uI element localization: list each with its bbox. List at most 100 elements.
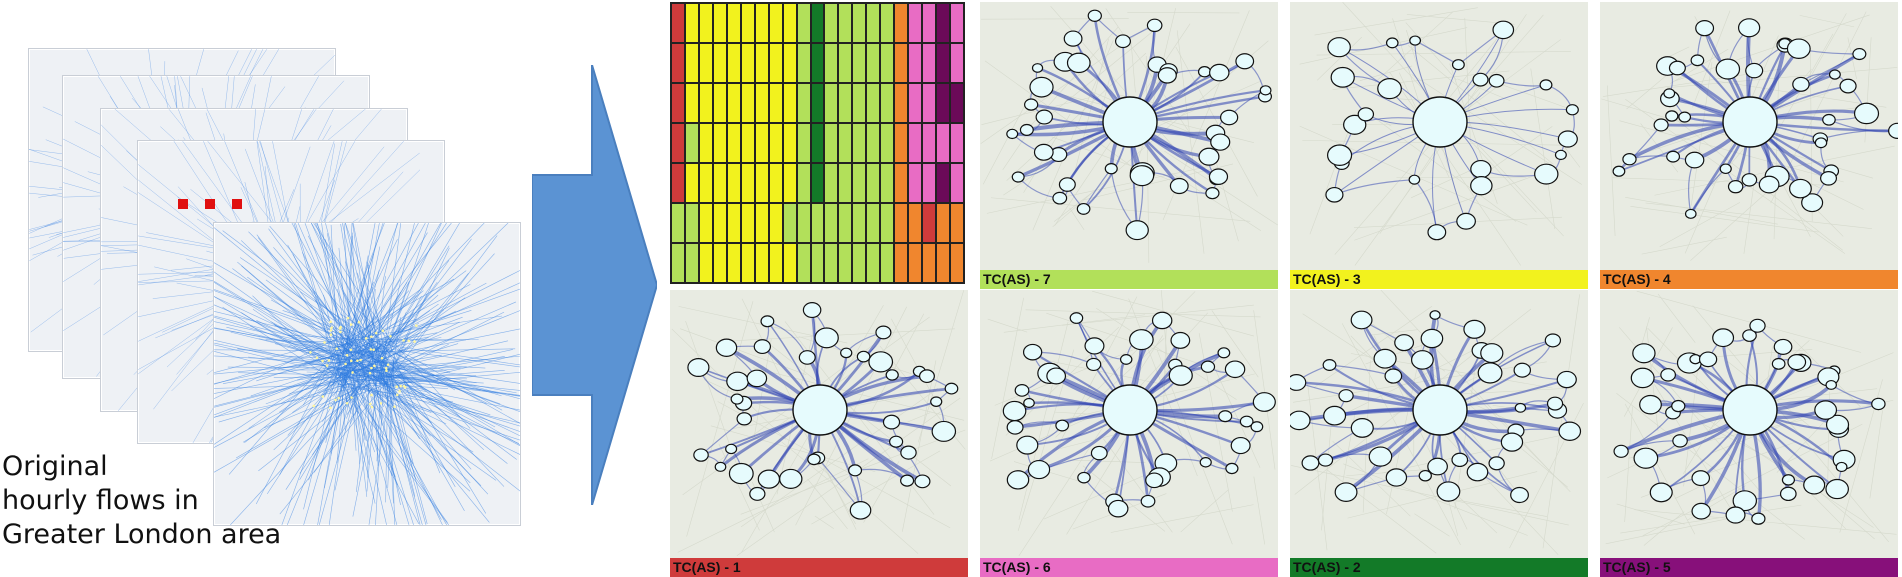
network-node [736,412,753,426]
network-node [1691,470,1711,487]
network-node [1513,362,1532,378]
network-node [840,347,853,359]
grid-cell [726,243,741,283]
grid-cell [838,3,853,43]
grid-cell [866,203,881,243]
network-node [1011,171,1025,183]
network-node [1035,109,1053,125]
network-node [1463,319,1486,339]
grid-cell [712,163,727,203]
network-node [1672,434,1688,448]
central-hub-node [1412,96,1468,148]
network-node [1787,354,1807,371]
network-node [726,371,749,392]
network-node [1492,20,1515,40]
cluster-panel-3: TC(AS) - 4 [1600,2,1898,289]
caption-line-2: hourly flows in [2,485,199,516]
network-node [944,382,959,395]
network-node [1024,98,1039,111]
network-node [1052,191,1068,205]
grid-cell [796,43,811,83]
grid-cell [852,43,867,83]
network-node [1334,482,1358,503]
grid-cell [908,123,923,163]
network-node [1801,193,1824,213]
grid-cell [950,3,964,43]
network-node [1343,114,1367,135]
network-node [1125,220,1149,241]
grid-cell [852,123,867,163]
cluster-panel-1: TC(AS) - 7 [980,2,1278,289]
network-map [980,5,1278,263]
grid-cell [768,83,783,123]
grid-cell [726,3,741,43]
cluster-panel-2: TC(AS) - 3 [1290,2,1588,289]
grid-cell [712,3,727,43]
network-node [1104,163,1118,175]
grid-cell [671,123,685,163]
grid-cell [768,123,783,163]
grid-cell [880,203,895,243]
grid-cell [782,203,797,243]
grid-cell [950,123,964,163]
cluster-panel-5: TC(AS) - 6 [980,290,1278,577]
network-node [931,420,957,442]
grid-cell [824,203,839,243]
grid-cell [754,243,769,283]
grid-cell [698,43,713,83]
network-node [1016,435,1039,455]
grid-cell [768,43,783,83]
network-node [714,461,727,472]
network-node [900,474,915,487]
grid-cell [810,43,825,83]
network-node [1546,396,1564,411]
network-node [1055,419,1070,432]
network-node [1612,165,1626,177]
network-node [1539,79,1553,91]
network-node [730,393,744,405]
network-node [1420,328,1444,349]
network-node [1146,18,1163,33]
grid-cell [684,203,699,243]
network-node [882,414,901,430]
grid-cell [698,243,713,283]
grid-cell [866,123,881,163]
grid-cell [671,163,685,203]
network-node [1022,343,1043,361]
grid-cell [922,43,937,83]
grid-cell [740,163,755,203]
network-node [1684,208,1697,219]
cluster-panel-6: TC(AS) - 2 [1290,290,1588,577]
grid-cell [698,163,713,203]
network-node [1077,471,1091,484]
network-node [1330,66,1355,88]
network-node [1771,357,1786,370]
grid-cell [880,83,895,123]
network-node [1745,62,1764,79]
network-node [1145,472,1164,489]
network-node [1006,470,1030,490]
grid-cell [796,243,811,283]
grid-cell [754,163,769,203]
grid-cell [684,163,699,203]
grid-cell [754,123,769,163]
network-node [1210,133,1231,151]
grid-cell [671,43,685,83]
grid-cell [768,243,783,283]
network-node [856,350,871,363]
network-node [1023,397,1035,408]
network-map [1299,2,1582,266]
grid-cell [852,3,867,43]
network-node [687,357,710,378]
network-node [1472,72,1489,87]
grid-cell [866,3,881,43]
network-node [1199,457,1212,468]
network-node [746,369,768,388]
cluster-panel-label: TC(AS) - 6 [980,558,1278,577]
grid-cell [768,3,783,43]
network-node [1046,367,1067,385]
network-node [1789,178,1812,199]
grid-cell [740,3,755,43]
network-node [1613,444,1629,458]
network-node [1649,482,1673,503]
